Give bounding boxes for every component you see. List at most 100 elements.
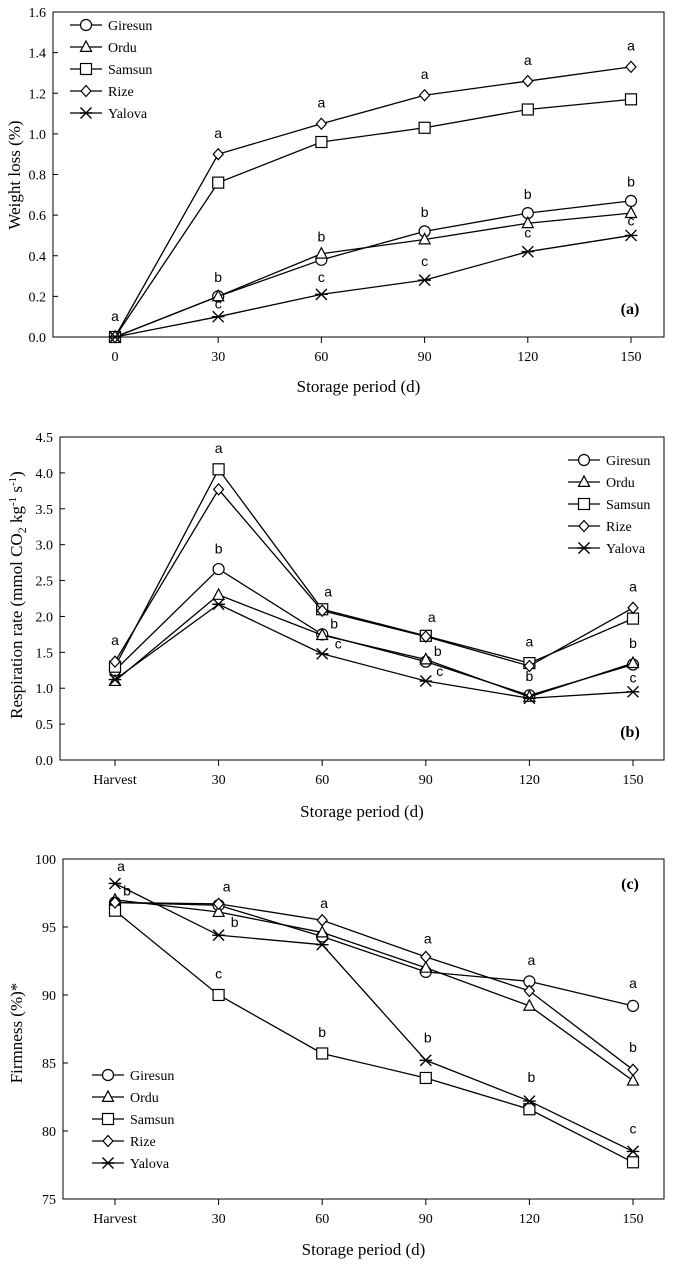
legend-label: Samsun [130, 1113, 174, 1128]
x-tick-label: 60 [315, 1212, 329, 1227]
legend-label: Yalova [606, 542, 646, 557]
data-point-square [624, 93, 638, 106]
significance-letter: b [318, 1024, 326, 1040]
data-point-diamond [418, 88, 431, 102]
legend-marker-triangle [577, 474, 591, 488]
plot-frame [52, 11, 665, 338]
series-rize [109, 896, 639, 1077]
legend-marker-diamond [102, 1134, 114, 1148]
plot-frame [59, 436, 665, 761]
y-axis-title: Weight loss (%) [5, 120, 24, 229]
y-axis: 0.0 0.2 0.4 0.6 0.8 1.0 1.2 1.4 1.6 [29, 6, 58, 346]
x-tick-label: 90 [419, 773, 433, 788]
data-point-triangle [212, 904, 226, 918]
data-point-star [108, 331, 122, 343]
series-line [114, 234, 632, 338]
legend-marker-circle [577, 453, 591, 467]
significance-letter: b [627, 174, 635, 190]
significance-letter: b [424, 1030, 432, 1046]
series-line [114, 899, 634, 1082]
significance-letter: a [214, 125, 222, 141]
data-point-diamond [627, 1063, 639, 1077]
legend-label: Rize [606, 520, 632, 535]
data-point-triangle [315, 627, 329, 641]
legend-label: Samsun [606, 498, 650, 513]
y-tick-label: 1.2 [29, 87, 47, 102]
data-point-star [108, 673, 122, 686]
series-line [114, 66, 632, 338]
data-point-square [626, 1156, 640, 1169]
series-giresun [108, 194, 638, 344]
y-tick-label: 0.0 [36, 754, 54, 769]
y-axis: 75 80 85 90 95 100 [35, 853, 68, 1208]
significance-letter: a [117, 858, 125, 874]
series-line [114, 98, 632, 338]
significance-letter: a [320, 895, 328, 911]
significance-letter: a [215, 440, 223, 456]
series-yalova [108, 598, 640, 705]
data-point-diamond [315, 117, 328, 131]
data-point-star [212, 598, 225, 611]
significance-letter: b [421, 204, 429, 220]
legend-label: Giresun [606, 454, 650, 469]
y-axis-title-sup: -1 [7, 497, 19, 506]
data-point-diamond [523, 984, 536, 998]
series-line [114, 603, 634, 699]
legend-marker-star [101, 1157, 115, 1169]
legend-marker-square [101, 1112, 115, 1126]
y-tick-label: 0.6 [29, 209, 47, 224]
significance-letter: c [215, 966, 222, 982]
y-tick-label: 0.2 [29, 290, 47, 305]
series-line [114, 910, 634, 1163]
weight-loss-chart: 0.0 0.2 0.4 0.6 0.8 1.0 1.2 1.4 1.6 0 30 60 90 120 150… [5, 6, 665, 396]
y-axis-title-part: kg [7, 506, 26, 528]
y-axis-title-sub: 2 [15, 527, 29, 533]
data-point-triangle [521, 215, 535, 229]
data-point-star [108, 877, 122, 890]
x-tick-label: Harvest [93, 1212, 137, 1227]
series-line [114, 212, 632, 338]
significance-letter: c [524, 224, 531, 240]
x-tick-label: 0 [112, 350, 119, 365]
y-tick-label: 1.0 [36, 682, 54, 697]
legend-marker-diamond [80, 84, 92, 98]
y-tick-label: 1.4 [29, 47, 47, 62]
data-point-star [315, 647, 329, 660]
legend-label: Ordu [130, 1091, 159, 1106]
legend: Giresun Ordu Samsun Rize Yalova [568, 453, 650, 557]
data-point-star [626, 1145, 640, 1158]
x-tick-label: 150 [623, 1212, 644, 1227]
legend-label: Samsun [108, 63, 152, 78]
data-point-triangle [211, 289, 225, 302]
significance-letter: a [528, 952, 536, 968]
y-axis-title-part: ) [7, 471, 26, 477]
y-tick-label: 0.5 [36, 718, 54, 733]
data-point-diamond [109, 896, 121, 909]
significance-letter: a [526, 634, 534, 650]
data-point-diamond [109, 655, 121, 669]
data-point-circle [624, 194, 638, 208]
data-point-diamond [420, 630, 432, 643]
data-point-square [419, 1071, 432, 1085]
significance-letter: c [628, 212, 635, 228]
y-tick-label: 95 [42, 921, 56, 936]
data-point-star [211, 310, 225, 323]
x-tick-label: Harvest [93, 773, 137, 788]
x-tick-label: 60 [315, 773, 329, 788]
significance-letter: b [330, 616, 338, 632]
data-point-square [418, 121, 431, 134]
data-point-star [419, 1054, 433, 1067]
series-samsun [108, 93, 638, 344]
significance-letter: a [324, 583, 332, 599]
y-axis-title: Firmness (%)* [7, 983, 26, 1084]
significance-letter: c [436, 663, 443, 679]
series-ordu [108, 587, 640, 702]
x-tick-label: 150 [621, 350, 642, 365]
data-point-triangle [314, 246, 328, 259]
significance-letter: a [111, 308, 119, 324]
legend: Giresun Ordu Samsun Rize Yalova [92, 1068, 174, 1172]
significance-letter: a [421, 66, 429, 82]
significance-letter: a [524, 52, 532, 68]
y-tick-label: 0.0 [29, 331, 47, 346]
